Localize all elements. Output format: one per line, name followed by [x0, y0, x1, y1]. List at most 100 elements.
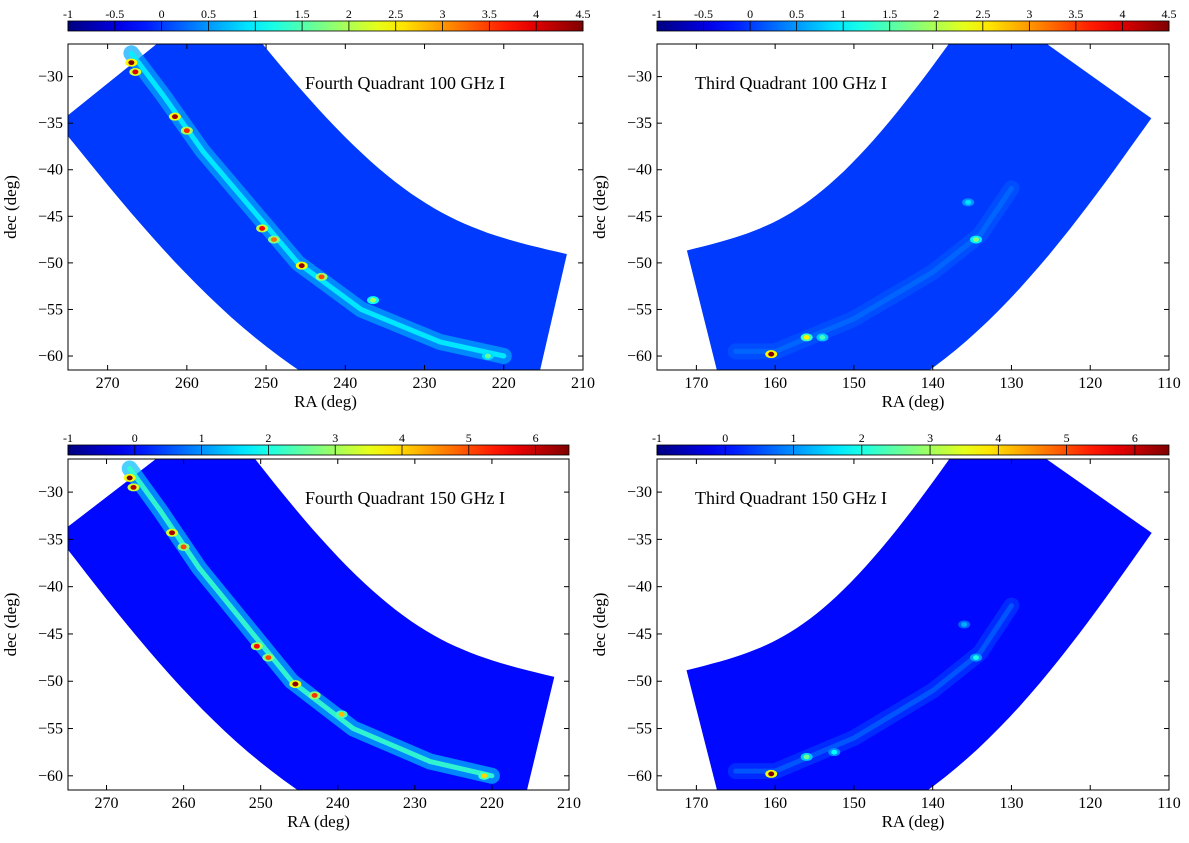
colorbar-tick-label: -0.5 [694, 7, 713, 21]
point-source [318, 274, 325, 280]
y-tick-label: −60 [38, 348, 63, 365]
y-tick-label: −45 [38, 626, 63, 643]
point-source [311, 693, 318, 698]
map-area [68, 44, 567, 370]
x-tick-label: 240 [326, 795, 350, 812]
colorbar-tick-label: 4 [995, 431, 1001, 445]
y-tick-label: −55 [627, 721, 652, 738]
y-axis-label: dec (deg) [590, 175, 609, 239]
sky-coverage-footprint [686, 459, 1152, 790]
y-tick-label: −35 [627, 531, 652, 548]
y-tick-label: −30 [38, 69, 63, 86]
colorbar-tick-label: 3 [1026, 7, 1032, 21]
colorbar-gradient [67, 444, 570, 456]
colorbar-tick-label: 4.5 [1162, 7, 1177, 21]
y-tick-label: −40 [627, 579, 652, 596]
point-source [768, 351, 775, 357]
point-source [130, 484, 137, 490]
y-tick-label: −55 [38, 721, 63, 738]
panel-title: Third Quadrant 100 GHz I [695, 73, 887, 93]
y-tick-label: −35 [38, 531, 63, 548]
colorbar-tick-label: 1 [252, 7, 258, 21]
colorbar-tick-label: 1.5 [295, 7, 310, 21]
x-tick-label: 230 [413, 375, 437, 392]
colorbar-tick-label: 2.5 [388, 7, 403, 21]
x-tick-label: 270 [96, 375, 120, 392]
x-axis-label: RA (deg) [294, 392, 357, 411]
point-source [961, 622, 968, 627]
colorbar-tick-label: 1.5 [882, 7, 897, 21]
y-axis-label: dec (deg) [590, 593, 609, 657]
colorbar-tick-label: 0 [747, 7, 753, 21]
y-tick-label: −35 [627, 115, 652, 132]
colorbar-tick-label: 6 [533, 431, 539, 445]
point-source [819, 335, 826, 340]
y-axis-label: dec (deg) [1, 175, 20, 239]
y-tick-label: −55 [627, 301, 652, 318]
x-tick-label: 120 [1078, 795, 1102, 812]
x-tick-label: 140 [921, 795, 945, 812]
point-source [973, 655, 980, 660]
x-tick-label: 170 [684, 795, 708, 812]
x-tick-label: 120 [1078, 375, 1102, 392]
x-tick-label: 220 [492, 375, 516, 392]
point-source [253, 643, 260, 649]
colorbar-gradient [656, 444, 1170, 456]
colorbar-tick-label: 0 [722, 431, 728, 445]
point-source [132, 69, 139, 75]
colorbar-tick-label: 4.5 [576, 7, 591, 21]
colorbar-tick-label: 4 [533, 7, 539, 21]
x-tick-label: 260 [175, 375, 199, 392]
x-tick-label: 110 [1157, 375, 1180, 392]
colorbar-tick-label: 3 [440, 7, 446, 21]
x-tick-label: 210 [571, 375, 595, 392]
x-axis-label: RA (deg) [882, 812, 945, 831]
point-source [265, 655, 272, 660]
point-source [292, 681, 299, 687]
y-tick-label: −40 [38, 162, 63, 179]
point-source [126, 475, 133, 481]
plot-frame [67, 43, 584, 371]
colorbar-tick-label: 3.5 [482, 7, 497, 21]
x-tick-label: 130 [999, 375, 1023, 392]
point-source [973, 237, 980, 243]
map-area [686, 44, 1152, 370]
colorbar-tick-label: -1 [63, 431, 73, 445]
point-source [259, 226, 266, 231]
y-axis-label: dec (deg) [1, 593, 20, 657]
plot-frame [656, 458, 1170, 791]
colorbar-tick-label: 3 [332, 431, 338, 445]
y-tick-label: −50 [38, 673, 63, 690]
x-tick-label: 230 [403, 795, 427, 812]
point-source [481, 773, 488, 779]
x-tick-label: 170 [684, 375, 708, 392]
x-axis-label: RA (deg) [287, 812, 350, 831]
colorbar-tick-label: 0 [159, 7, 165, 21]
colorbar: -1 -0.5 0 0.5 1 1.5 2 2.5 3 3.5 4 4.5 [652, 7, 1177, 32]
colorbar-tick-label: 2 [933, 7, 939, 21]
colorbar-tick-label: 3 [927, 431, 933, 445]
panel-title: Third Quadrant 150 GHz I [695, 488, 887, 508]
colorbar-tick-label: -1 [652, 431, 662, 445]
y-tick-label: −55 [38, 301, 63, 318]
colorbar-tick-label: 2.5 [975, 7, 990, 21]
point-source [298, 263, 305, 269]
point-source [128, 60, 135, 66]
sky-coverage-footprint [686, 44, 1152, 370]
point-source [803, 754, 810, 760]
plot-frame [656, 43, 1170, 371]
y-tick-label: −40 [38, 579, 63, 596]
colorbar-tick-label: 1 [199, 431, 205, 445]
panel-title: Fourth Quadrant 150 GHz I [305, 488, 505, 508]
x-tick-label: 110 [1157, 795, 1180, 812]
y-tick-label: −60 [627, 768, 652, 785]
colorbar-tick-label: 5 [466, 431, 472, 445]
colorbar-tick-label: 2 [265, 431, 271, 445]
point-source [768, 771, 775, 777]
x-tick-label: 210 [557, 795, 581, 812]
y-tick-label: −40 [627, 162, 652, 179]
x-tick-label: 250 [254, 375, 278, 392]
point-source [831, 749, 838, 755]
